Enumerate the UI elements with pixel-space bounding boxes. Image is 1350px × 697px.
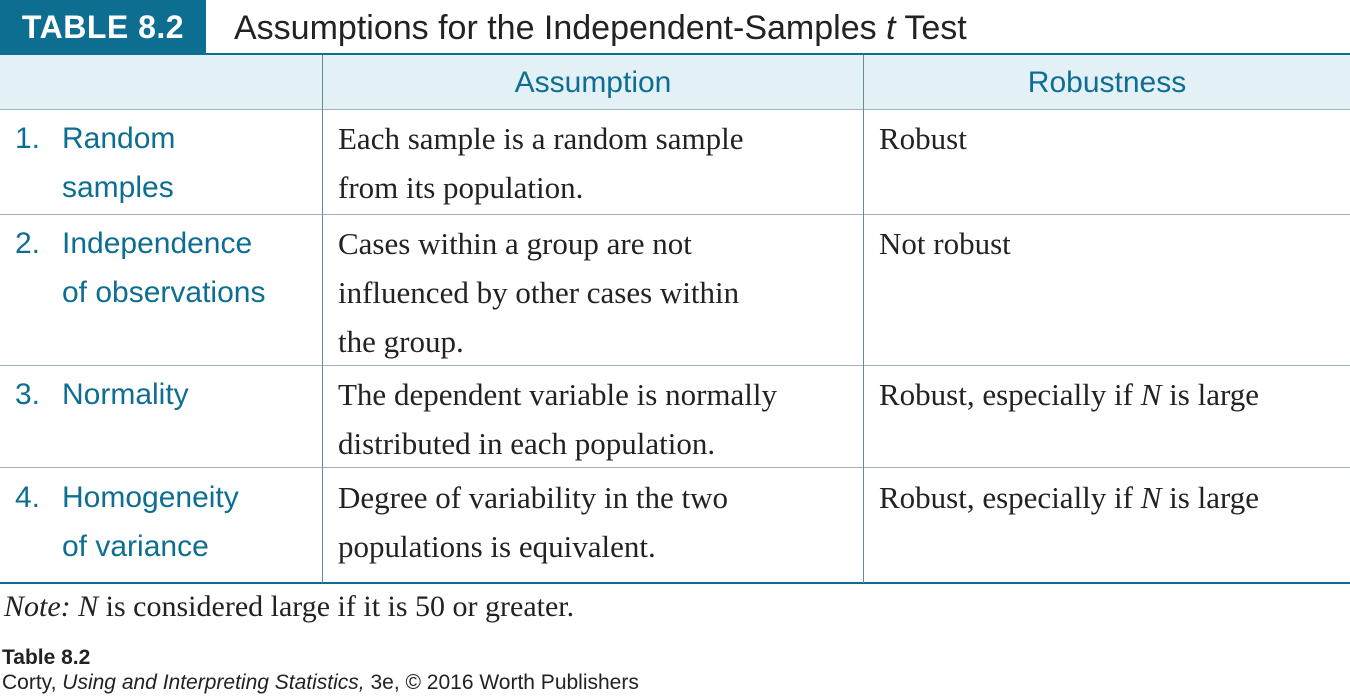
figure-reference: Table 8.2: [2, 646, 90, 670]
row-4-assumption-line-2: populations is equivalent.: [338, 529, 656, 564]
row-4-robustness-suffix: is large: [1161, 480, 1259, 515]
row-2-robustness: Not robust: [879, 219, 1345, 268]
row-2-name-line-1: Independence: [62, 227, 253, 260]
row-3-assumption-name: 3. Normality: [0, 370, 322, 430]
row-1-assumption: Each sample is a random sample from its …: [338, 114, 858, 212]
row-1-assumption-name: 1. Random samples: [0, 114, 322, 214]
row-1-robustness-text: Robust: [879, 121, 967, 156]
row-1-assumption-line-2: from its population.: [338, 170, 584, 205]
header-divider: [0, 109, 1350, 110]
row-3-assumption: The dependent variable is normally distr…: [338, 370, 858, 468]
row-2-number: 2.: [15, 227, 41, 260]
title-underline: [0, 53, 1350, 55]
row-1-robustness: Robust: [879, 114, 1345, 163]
row-4-assumption-name: 4. Homogeneity of variance: [0, 473, 322, 573]
row-3-assumption-line-2: distributed in each population.: [338, 426, 716, 461]
row-divider-1: [0, 214, 1350, 215]
row-divider-2: [0, 365, 1350, 366]
row-3-robustness-italic-n: N: [1140, 377, 1162, 412]
row-4-name-text: Homogeneity of variance: [62, 473, 320, 571]
row-2-assumption: Cases within a group are not influenced …: [338, 219, 858, 366]
row-4-number: 4.: [15, 481, 41, 514]
row-1-assumption-line-1: Each sample is a random sample: [338, 121, 744, 156]
row-1-name-line-2: samples: [62, 171, 174, 204]
table-bottom-rule: [0, 582, 1350, 584]
row-3-assumption-line-1: The dependent variable is normally: [338, 377, 778, 412]
row-4-name-line-2: of variance: [62, 530, 209, 563]
note-text: is considered large if it is 50 or great…: [98, 590, 575, 623]
row-2-assumption-name: 2. Independence of observations: [0, 219, 322, 319]
table-reference-label: Table 8.2: [2, 646, 91, 669]
note-label: Note:: [4, 590, 71, 623]
row-4-name-line-1: Homogeneity: [62, 481, 239, 514]
row-2-assumption-line-3: the group.: [338, 324, 464, 359]
note-italic-n: N: [78, 590, 99, 623]
row-4-robustness: Robust, especially if N is large: [879, 473, 1345, 522]
credit-book-title: Using and Interpreting Statistics,: [62, 671, 365, 694]
header-row: Assumption Robustness: [0, 55, 1350, 110]
credit-rest: 3e, © 2016 Worth Publishers: [364, 671, 639, 694]
row-4-assumption: Degree of variability in the two populat…: [338, 473, 858, 571]
row-3-robustness: Robust, especially if N is large: [879, 370, 1345, 419]
row-3-name-line-1: Normality: [62, 378, 189, 411]
header-cell-assumption: Assumption: [514, 66, 672, 99]
row-2-assumption-line-2: influenced by other cases within: [338, 275, 740, 310]
row-3-name-text: Normality: [62, 370, 320, 419]
row-2-robustness-text: Not robust: [879, 226, 1011, 261]
row-divider-3: [0, 467, 1350, 468]
title-italic-t: t: [886, 9, 896, 47]
row-3-number: 3.: [15, 378, 41, 411]
row-1-number: 1.: [15, 122, 41, 155]
table-title: Assumptions for the Independent-Samples …: [234, 0, 967, 54]
table-note: Note: N is considered large if it is 50 …: [4, 590, 574, 624]
row-4-assumption-line-1: Degree of variability in the two: [338, 480, 728, 515]
row-3-robustness-text: Robust, especially if: [879, 377, 1141, 412]
row-2-assumption-line-1: Cases within a group are not: [338, 226, 692, 261]
row-1-name-text: Random samples: [62, 114, 320, 212]
credit-author: Corty,: [2, 671, 63, 694]
row-4-robustness-italic-n: N: [1140, 480, 1162, 515]
title-text-end: Test: [895, 9, 967, 47]
row-2-name-line-2: of observations: [62, 276, 266, 309]
column-divider-2: [863, 55, 864, 583]
table-title-bar: TABLE 8.2 Assumptions for the Independen…: [0, 0, 1350, 55]
column-divider-1: [322, 55, 323, 583]
row-4-robustness-text: Robust, especially if: [879, 480, 1141, 515]
header-cell-robustness: Robustness: [1027, 66, 1187, 99]
row-1-name-line-1: Random: [62, 122, 176, 155]
row-3-robustness-suffix: is large: [1161, 377, 1259, 412]
header-cell-blank: [0, 55, 322, 110]
row-2-name-text: Independence of observations: [62, 219, 320, 317]
table-number-badge: TABLE 8.2: [0, 0, 206, 54]
title-text-start: Assumptions for the Independent-Samples: [234, 9, 887, 47]
publisher-credit: Corty, Using and Interpreting Statistics…: [2, 671, 639, 695]
